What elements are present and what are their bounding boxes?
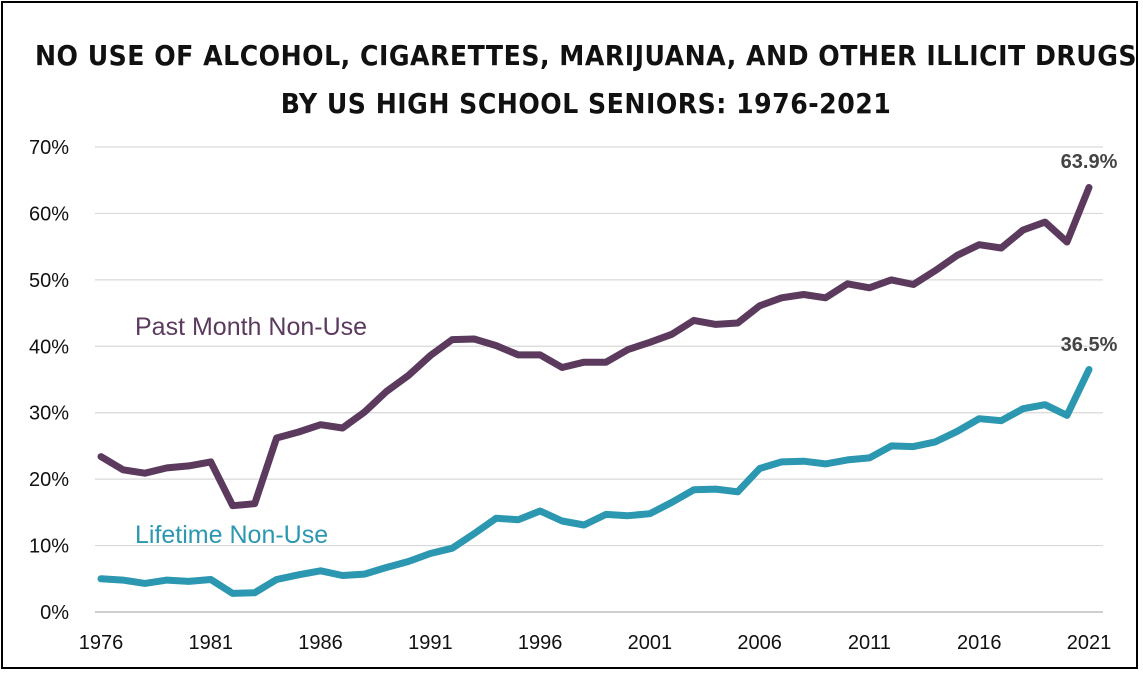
- x-tick-label: 2006: [737, 632, 782, 654]
- x-tick-label: 1981: [189, 632, 234, 654]
- x-axis-ticks: 1976 1981 1986 1991 1996 2001 2006 2011 2016 2021: [79, 632, 1112, 654]
- end-label-lifetime: 36.5%: [1061, 334, 1118, 356]
- y-tick-label: 50%: [29, 270, 69, 292]
- x-tick-label: 2011: [848, 632, 891, 654]
- chart-title: NO USE OF ALCOHOL, CIGARETTES, MARIJUANA…: [35, 39, 1137, 72]
- x-tick-label: 1991: [408, 632, 453, 654]
- y-tick-label: 70%: [29, 137, 69, 159]
- y-tick-label: 60%: [29, 203, 69, 225]
- y-tick-label: 0%: [40, 602, 69, 624]
- series-label-past-month: Past Month Non-Use: [135, 313, 367, 341]
- y-tick-label: 20%: [29, 469, 69, 491]
- x-tick-label: 2016: [957, 632, 1002, 654]
- series-label-lifetime: Lifetime Non-Use: [135, 521, 328, 549]
- line-chart: NO USE OF ALCOHOL, CIGARETTES, MARIJUANA…: [29, 39, 1137, 654]
- y-tick-label: 10%: [29, 536, 69, 558]
- y-axis-ticks: 0% 10% 20% 30% 40% 50% 60% 70%: [29, 137, 69, 624]
- y-tick-label: 30%: [29, 403, 69, 425]
- x-tick-label: 2021: [1067, 632, 1112, 654]
- chart-subtitle: BY US HIGH SCHOOL SENIORS: 1976-2021: [281, 87, 892, 120]
- y-tick-label: 40%: [29, 336, 69, 358]
- series-line: [97, 184, 1093, 510]
- x-tick-label: 1986: [298, 632, 343, 654]
- series-line: [97, 366, 1093, 597]
- series-lines: [97, 184, 1093, 597]
- end-label-past-month: 63.9%: [1061, 151, 1118, 173]
- x-tick-label: 1976: [79, 632, 124, 654]
- x-tick-label: 1996: [518, 632, 563, 654]
- x-tick-label: 2001: [628, 632, 673, 654]
